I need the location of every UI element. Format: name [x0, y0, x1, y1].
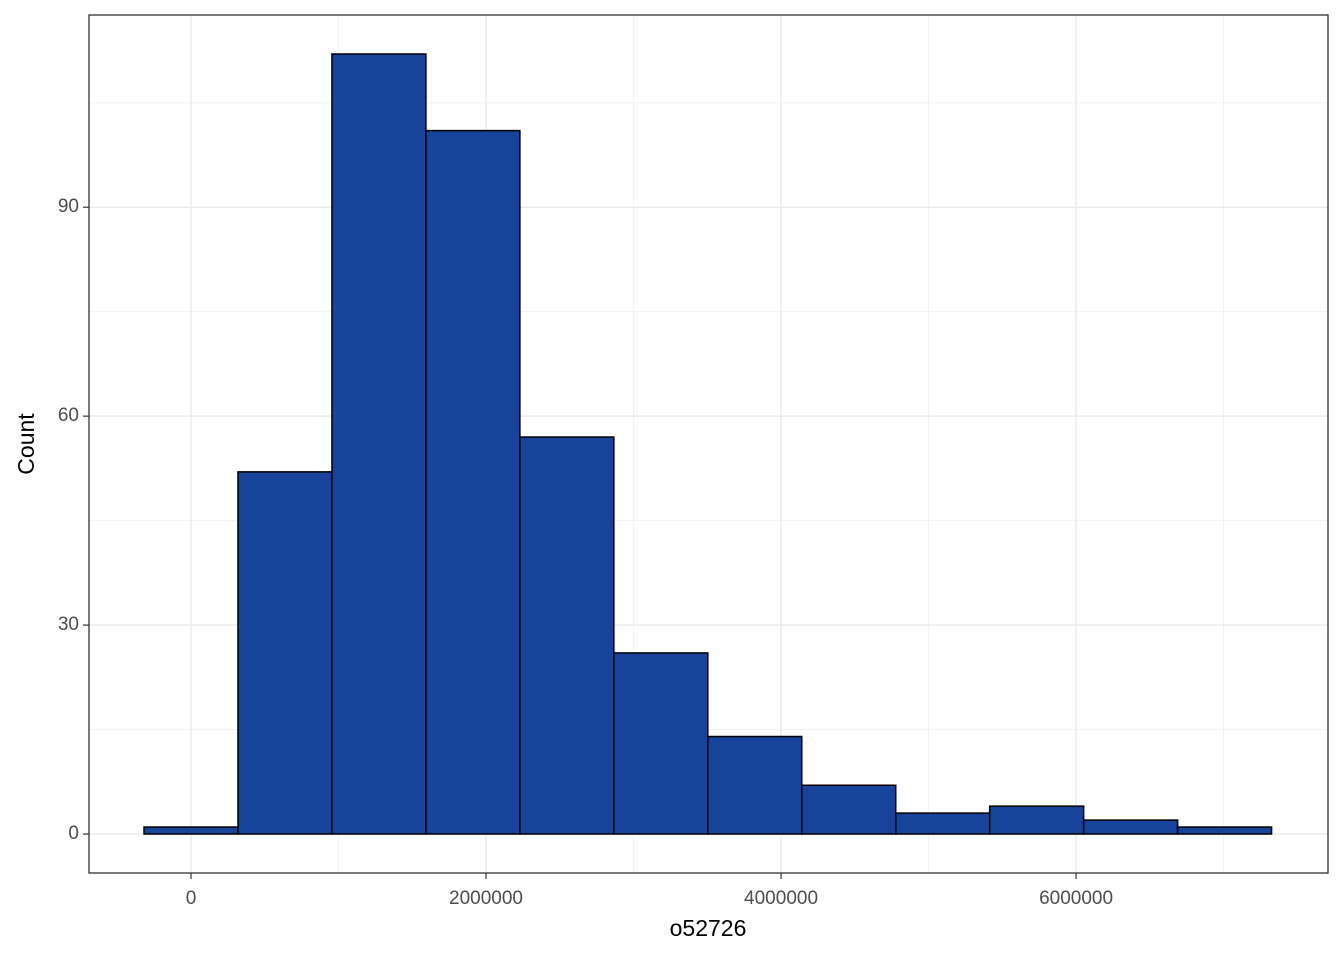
x-tick-label: 0	[186, 888, 197, 909]
y-tick-label: 30	[58, 614, 79, 635]
bar	[801, 784, 897, 835]
y-tick-label: 60	[58, 405, 79, 426]
x-tick-label: 4000000	[744, 888, 818, 909]
y-axis-title: Count	[13, 413, 39, 475]
bar	[894, 812, 991, 835]
y-tick-label: 0	[68, 823, 79, 844]
bar	[1176, 826, 1273, 835]
bar	[425, 129, 521, 835]
bar	[613, 652, 709, 835]
bar	[707, 735, 803, 835]
x-axis-title: o52726	[670, 915, 747, 941]
bar	[519, 436, 615, 835]
x-tick-label: 6000000	[1039, 888, 1113, 909]
bar	[1082, 819, 1179, 835]
bar	[331, 53, 427, 835]
bar	[988, 805, 1085, 835]
x-tick-label: 2000000	[449, 888, 523, 909]
bar	[143, 826, 239, 835]
bar	[237, 471, 333, 835]
panel-border	[88, 14, 1329, 874]
y-tick-label: 90	[58, 196, 79, 217]
